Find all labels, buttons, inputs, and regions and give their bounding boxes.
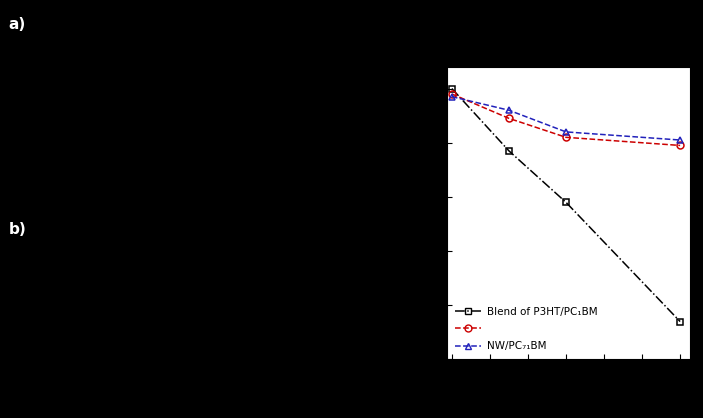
X-axis label: Irradiation time/hours: Irradiation time/hours (504, 380, 633, 393)
Text: a): a) (8, 17, 26, 32)
Legend: Blend of P3HT/PC₁BM, , NW/PC₇₁BM: Blend of P3HT/PC₁BM, , NW/PC₇₁BM (452, 303, 600, 354)
Text: c): c) (418, 43, 434, 58)
Text: b): b) (8, 222, 27, 237)
Y-axis label: Norm. Integrated Abs.: Norm. Integrated Abs. (406, 148, 419, 279)
